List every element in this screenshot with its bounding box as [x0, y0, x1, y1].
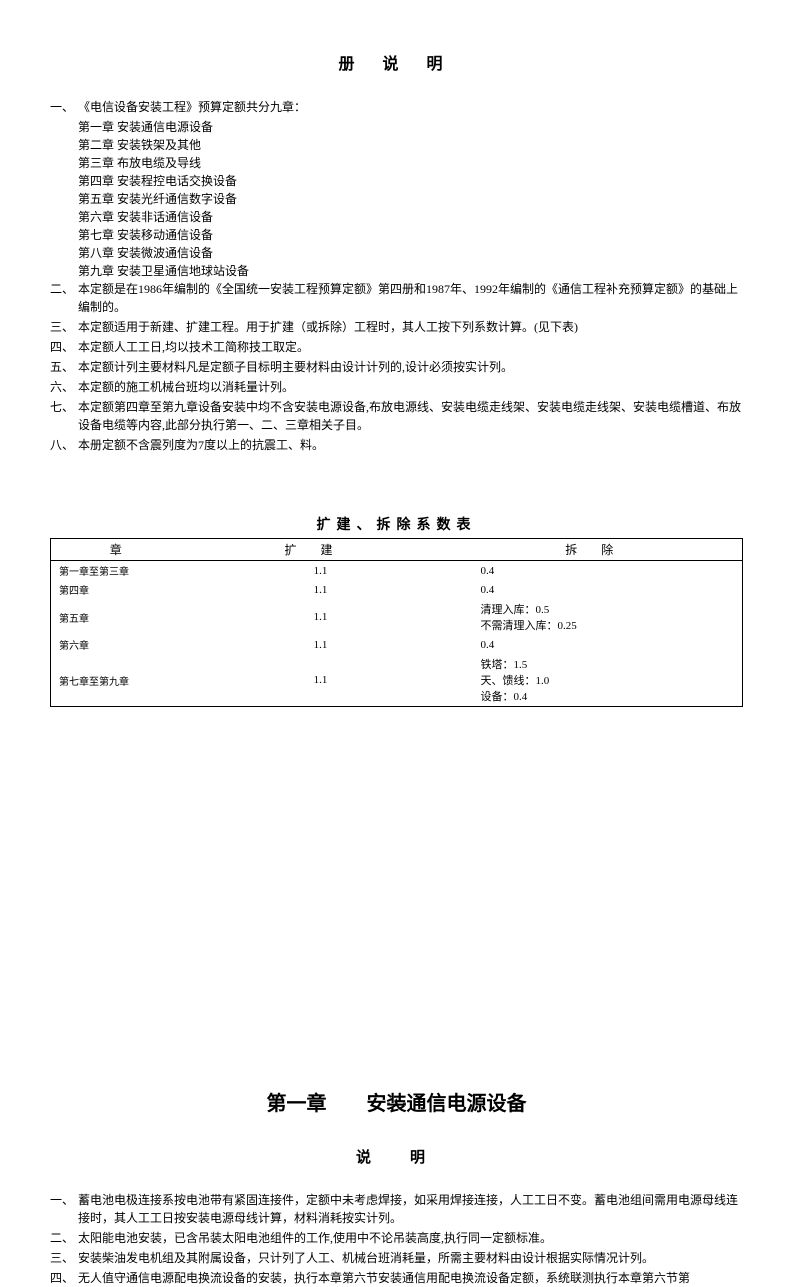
- num-label: 一、: [50, 98, 78, 116]
- note-item: 四、 本定额人工工日,均以技术工简称技工取定。: [50, 338, 743, 356]
- num-content: 《电信设备安装工程》预算定额共分九章：: [78, 98, 743, 116]
- col-header: 拆除: [461, 539, 743, 561]
- cell-chapter: 第六章: [51, 635, 181, 654]
- cell-remove: 0.4: [461, 580, 743, 599]
- cell-remove: 清理入库：0.5不需清理入库：0.25: [461, 599, 743, 635]
- num-content: 本定额适用于新建、扩建工程。用于扩建（或拆除）工程时，其人工按下列系数计算。(见…: [78, 318, 743, 336]
- cell-expand: 1.1: [181, 654, 461, 707]
- num-content: 安装柴油发电机组及其附属设备，只计列了人工、机械台班消耗量，所需主要材料由设计根…: [78, 1249, 743, 1267]
- num-content: 太阳能电池安装，已含吊装太阳电池组件的工作,使用中不论吊装高度,执行同一定额标准…: [78, 1229, 743, 1247]
- chapter-notes: 一、 蓄电池电极连接系按电池带有紧固连接件，定额中未考虑焊接，如采用焊接连接，人…: [50, 1191, 743, 1287]
- num-label: 四、: [50, 338, 78, 356]
- note-item: 五、 本定额计列主要材料凡是定额子目标明主要材料由设计计列的,设计必须按实计列。: [50, 358, 743, 376]
- chapter-line: 第九章 安装卫星通信地球站设备: [50, 262, 743, 280]
- note-item: 二、 本定额是在1986年编制的《全国统一安装工程预算定额》第四册和1987年、…: [50, 280, 743, 316]
- chapter-line: 第五章 安装光纤通信数字设备: [50, 190, 743, 208]
- chapter-line: 第四章 安装程控电话交换设备: [50, 172, 743, 190]
- num-content: 本定额计列主要材料凡是定额子目标明主要材料由设计计列的,设计必须按实计列。: [78, 358, 743, 376]
- table-row: 第四章1.10.4: [51, 580, 743, 599]
- chapter-line: 第三章 布放电缆及导线: [50, 154, 743, 172]
- cell-remove: 0.4: [461, 635, 743, 654]
- num-label: 二、: [50, 280, 78, 316]
- num-label: 六、: [50, 378, 78, 396]
- chapter-line: 第六章 安装非话通信设备: [50, 208, 743, 226]
- note-item: 一、 蓄电池电极连接系按电池带有紧固连接件，定额中未考虑焊接，如采用焊接连接，人…: [50, 1191, 743, 1227]
- table-row: 第六章1.10.4: [51, 635, 743, 654]
- num-label: 三、: [50, 318, 78, 336]
- coefficient-table: 章 扩建 拆除 第一章至第三章1.10.4第四章1.10.4第五章1.1清理入库…: [50, 538, 743, 707]
- note-item: 八、 本册定额不含震列度为7度以上的抗震工、料。: [50, 436, 743, 454]
- num-label: 一、: [50, 1191, 78, 1227]
- num-content: 蓄电池电极连接系按电池带有紧固连接件，定额中未考虑焊接，如采用焊接连接，人工工日…: [78, 1191, 743, 1227]
- num-content: 本定额的施工机械台班均以消耗量计列。: [78, 378, 743, 396]
- cell-remove: 0.4: [461, 561, 743, 581]
- note-item: 三、 本定额适用于新建、扩建工程。用于扩建（或拆除）工程时，其人工按下列系数计算…: [50, 318, 743, 336]
- table-header-row: 章 扩建 拆除: [51, 539, 743, 561]
- num-content: 本定额是在1986年编制的《全国统一安装工程预算定额》第四册和1987年、199…: [78, 280, 743, 316]
- note-item: 一、 《电信设备安装工程》预算定额共分九章：: [50, 98, 743, 116]
- note-item: 四、 无人值守通信电源配电换流设备的安装，执行本章第六节安装通信用配电换流设备定…: [50, 1269, 743, 1287]
- cell-remove: 铁塔：1.5天、馈线：1.0设备：0.4: [461, 654, 743, 707]
- chapter-line: 第二章 安装铁架及其他: [50, 136, 743, 154]
- cell-expand: 1.1: [181, 599, 461, 635]
- note-item: 三、 安装柴油发电机组及其附属设备，只计列了人工、机械台班消耗量，所需主要材料由…: [50, 1249, 743, 1267]
- cell-expand: 1.1: [181, 580, 461, 599]
- chapter-line: 第七章 安装移动通信设备: [50, 226, 743, 244]
- num-content: 本册定额不含震列度为7度以上的抗震工、料。: [78, 436, 743, 454]
- num-label: 七、: [50, 398, 78, 434]
- num-label: 八、: [50, 436, 78, 454]
- cell-chapter: 第四章: [51, 580, 181, 599]
- num-label: 二、: [50, 1229, 78, 1247]
- chapter-line: 第八章 安装微波通信设备: [50, 244, 743, 262]
- num-content: 无人值守通信电源配电换流设备的安装，执行本章第六节安装通信用配电换流设备定额，系…: [78, 1269, 743, 1287]
- num-label: 五、: [50, 358, 78, 376]
- table-title: 扩建、拆除系数表: [50, 514, 743, 534]
- table-row: 第七章至第九章1.1铁塔：1.5天、馈线：1.0设备：0.4: [51, 654, 743, 707]
- num-content: 本定额第四章至第九章设备安装中均不含安装电源设备,布放电源线、安装电缆走线架、安…: [78, 398, 743, 434]
- cell-expand: 1.1: [181, 635, 461, 654]
- cell-chapter: 第七章至第九章: [51, 654, 181, 707]
- chapter-subtitle: 说 明: [50, 1146, 743, 1167]
- num-label: 三、: [50, 1249, 78, 1267]
- num-content: 本定额人工工日,均以技术工简称技工取定。: [78, 338, 743, 356]
- chapter-line: 第一章 安装通信电源设备: [50, 118, 743, 136]
- page-number: - 1 -: [50, 1095, 743, 1110]
- col-header: 扩建: [181, 539, 461, 561]
- col-header: 章: [51, 539, 181, 561]
- cell-chapter: 第一章至第三章: [51, 561, 181, 581]
- volume-title: 册 说 明: [50, 50, 743, 74]
- note-item: 六、 本定额的施工机械台班均以消耗量计列。: [50, 378, 743, 396]
- num-label: 四、: [50, 1269, 78, 1287]
- cell-chapter: 第五章: [51, 599, 181, 635]
- note-item: 七、 本定额第四章至第九章设备安装中均不含安装电源设备,布放电源线、安装电缆走线…: [50, 398, 743, 434]
- table-row: 第五章1.1清理入库：0.5不需清理入库：0.25: [51, 599, 743, 635]
- note-item: 二、 太阳能电池安装，已含吊装太阳电池组件的工作,使用中不论吊装高度,执行同一定…: [50, 1229, 743, 1247]
- cell-expand: 1.1: [181, 561, 461, 581]
- notes-list: 一、 《电信设备安装工程》预算定额共分九章： 第一章 安装通信电源设备 第二章 …: [50, 98, 743, 454]
- table-row: 第一章至第三章1.10.4: [51, 561, 743, 581]
